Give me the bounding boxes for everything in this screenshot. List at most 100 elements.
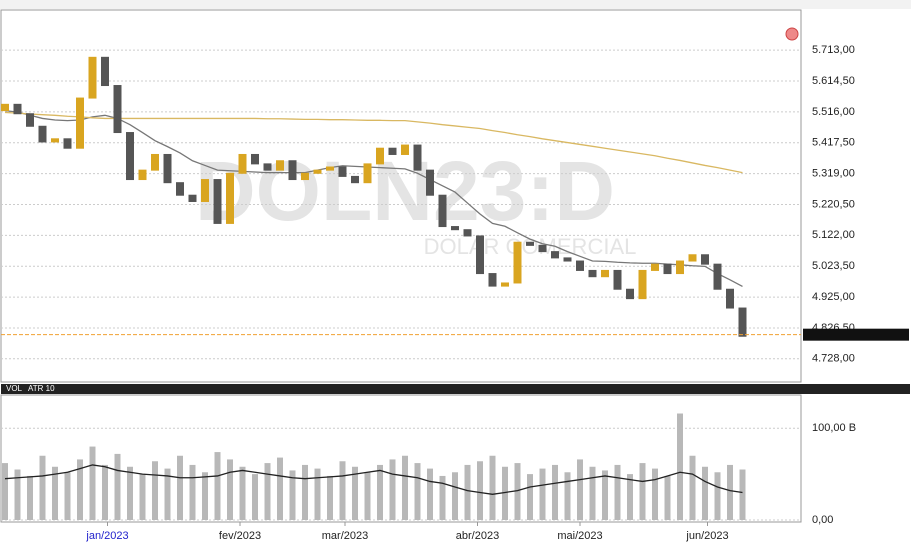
volume-bar [127,466,133,520]
volume-bar [352,466,358,520]
y-tick-label: 5.614,50 [812,75,855,87]
header-bar [0,0,911,9]
candle [651,263,659,271]
candle [626,288,634,300]
y-tick-label: 5.122,00 [812,229,855,241]
candle [713,263,722,290]
candle [376,147,384,165]
x-tick-label: jan/2023 [85,530,128,542]
candle [738,307,747,337]
volume-bar [627,474,633,520]
price-panel [0,9,802,383]
x-tick-label: mar/2023 [322,530,368,542]
candle [276,160,284,171]
candle [388,147,397,155]
volume-bar [689,455,696,520]
candle [126,132,134,181]
candle [688,254,697,262]
volume-bar [114,453,121,520]
volume-bar [202,472,208,520]
candle [213,179,222,224]
candle [151,153,159,171]
candle [26,113,34,127]
candle [726,288,734,309]
candle [201,179,209,202]
volume-bar [289,470,296,520]
candle [476,235,484,275]
volume-bar [414,463,421,520]
y-tick-label: 0,00 [812,514,833,526]
volume-average [4,464,743,495]
volume-bar [664,475,671,520]
volume-bar [427,468,433,520]
volume-bar [227,459,233,520]
y-tick-label: 5.023,50 [812,260,855,272]
candle [288,160,297,181]
y-tick-label: 5.417,50 [812,137,855,149]
candle [51,138,59,143]
candle [588,269,597,278]
volume-bar [14,469,21,520]
candle [551,251,559,259]
candle [613,269,622,290]
candle [451,226,459,231]
x-tick-label: mai/2023 [557,530,602,542]
candle [576,260,584,271]
candle [101,56,109,87]
candle [326,166,334,171]
volume-bar [439,475,446,520]
candle [513,241,522,284]
candle [501,282,509,287]
alert-icon[interactable] [785,27,799,41]
volume-bar [277,457,283,520]
candle [351,175,359,184]
candle [1,103,9,112]
candle [138,169,147,181]
candle [13,103,22,115]
panel-label: ATR 10 [28,384,55,393]
y-tick-label: 5.516,00 [812,106,855,118]
candle [338,166,347,177]
candle [638,269,647,300]
candle [488,273,497,287]
candle [263,163,272,171]
candle [238,153,247,174]
x-tick-label: fev/2023 [219,530,261,542]
volume-bar [264,463,271,520]
volume-bar [452,472,458,520]
y-tick-label: 4.925,00 [812,291,855,303]
volume-bar [527,474,533,520]
volume-bar [364,472,371,520]
volume-bar [614,464,621,520]
volume-bar [677,413,683,520]
volume-bar [402,455,408,520]
volume-bar [339,461,346,520]
candle [401,144,409,155]
candle [188,194,197,202]
y-tick-label: 4.728,00 [812,353,855,365]
watermark: DOLN23:D [195,144,615,238]
candle [676,260,684,275]
candle [38,125,47,143]
volume-bar [139,474,146,520]
volume-panel [0,394,802,523]
volume-bar [577,459,583,520]
volume-bar [2,463,8,520]
volume-bar [477,461,483,520]
volume-bar [464,464,471,520]
candle [113,85,122,134]
volume-bar [714,472,721,520]
volume-bar [502,466,508,520]
candle [251,153,259,165]
y-tick-label: 5.319,00 [812,167,855,179]
volume-bar [514,463,521,520]
moving-average [4,111,743,174]
y-tick-label: 100,00 B [812,422,856,434]
volume-bar [64,472,71,520]
volume-bar [564,472,571,520]
volume-bar [702,466,708,520]
volume-bar [252,474,258,520]
candle [226,172,234,224]
